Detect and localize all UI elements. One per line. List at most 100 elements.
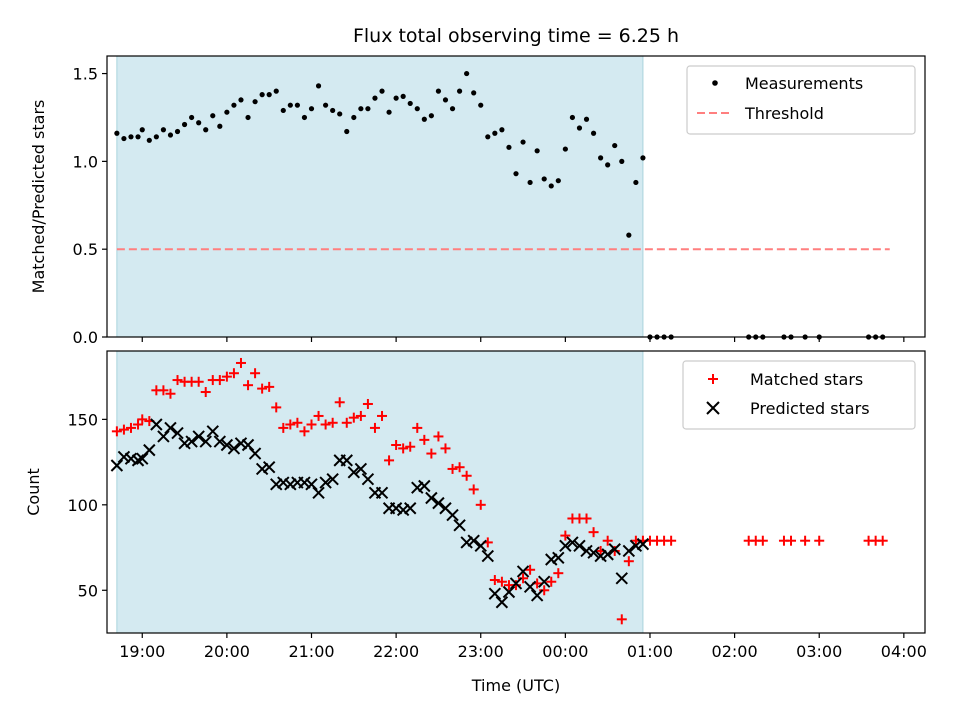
matched-stars-point: [426, 448, 437, 459]
measurement-point: [121, 135, 127, 142]
measurement-point: [414, 106, 420, 112]
measurement-point: [527, 179, 533, 186]
predicted-stars-point: [199, 435, 212, 448]
measurement-point: [294, 102, 300, 108]
measurement-point: [513, 171, 519, 177]
matched-stars-point: [468, 484, 479, 495]
predicted-stars-point: [185, 435, 198, 448]
matched-stars-point: [419, 434, 430, 445]
predicted-stars-point: [615, 572, 628, 585]
measurement-point: [576, 125, 583, 131]
legend-x-marker: [706, 401, 720, 415]
matched-stars-point: [369, 422, 380, 433]
measurement-point: [372, 95, 378, 101]
measurement-point: [534, 148, 540, 154]
matched-stars-point: [111, 426, 122, 437]
matched-stars-point: [814, 535, 825, 546]
measurement-point: [337, 111, 343, 117]
predicted-stars-point: [594, 549, 607, 563]
matched-stars-point: [320, 419, 331, 430]
bottom-legend-box: [682, 360, 916, 430]
matched-stars-point: [405, 441, 416, 452]
predicted-stars-layer: [110, 418, 650, 609]
measurement-point: [598, 155, 604, 161]
matched-stars-layer: [111, 357, 888, 625]
predicted-stars-point: [509, 577, 523, 590]
predicted-stars-point: [340, 454, 353, 467]
measurement-point: [196, 120, 202, 126]
matched-stars-point: [461, 470, 472, 481]
matched-stars-point: [475, 499, 486, 510]
matched-stars-point: [391, 440, 402, 450]
measurement-point: [386, 109, 392, 115]
measurement-point: [379, 88, 385, 94]
matched-stars-point: [264, 381, 275, 392]
top-panel-title: Flux total observing time = 6.25 h: [353, 25, 679, 47]
measurement-point: [442, 97, 449, 103]
predicted-stars-point: [601, 548, 614, 561]
measurement-point: [471, 90, 477, 96]
predicted-stars-point: [227, 442, 241, 455]
measurement-point: [231, 102, 237, 108]
matched-stars-point: [306, 419, 317, 430]
matched-stars-point: [800, 535, 811, 546]
bottom-panel-frame: [106, 350, 926, 634]
bottom-panel: Count Time (UTC) 19:00 20:00 21:00 22:00 23:…: [24, 350, 927, 695]
predicted-stars-point: [255, 462, 269, 476]
measurement-point: [153, 134, 159, 140]
y-tick-label-100: 100: [67, 496, 98, 515]
predicted-stars-point: [636, 537, 650, 551]
matched-stars-point: [384, 455, 395, 466]
measurement-point: [485, 134, 491, 140]
top-panel-shaded-interval: [116, 55, 644, 338]
predicted-stars-point: [284, 478, 297, 491]
y-tick-label-0-5: 0.5: [73, 240, 98, 259]
predicted-stars-point: [552, 551, 565, 565]
measurement-point: [562, 146, 568, 152]
predicted-stars-point: [530, 589, 544, 602]
matched-stars-point: [440, 443, 451, 454]
predicted-stars-point: [418, 479, 431, 493]
matched-stars-point: [334, 397, 345, 408]
x-tick-label-01-00: 01:00: [627, 642, 673, 661]
measurement-point: [569, 114, 576, 121]
y-tick-label-1-5: 1.5: [73, 65, 98, 84]
predicted-stars-point: [305, 478, 318, 491]
matched-stars-point: [327, 417, 338, 428]
predicted-stars-point: [171, 426, 184, 440]
measurement-point: [619, 158, 625, 164]
top-panel-frame: [106, 55, 926, 338]
predicted-stars-point: [545, 553, 558, 566]
measurement-point: [590, 130, 597, 136]
x-tick-label-19-00: 19:00: [119, 642, 165, 661]
top-panel: Flux total observing time = 6.25 h Match…: [29, 25, 926, 347]
measurement-point: [583, 116, 590, 122]
x-tick-label-20-00: 20:00: [204, 642, 250, 661]
predicted-stars-point: [136, 452, 149, 465]
legend-label-threshold: Threshold: [744, 104, 824, 123]
matched-stars-point: [235, 357, 246, 368]
matched-stars-point: [271, 402, 282, 413]
matched-stars-point: [118, 424, 129, 435]
matched-stars-point: [172, 375, 183, 386]
measurement-point: [456, 88, 463, 94]
measurement-point: [499, 127, 505, 133]
predicted-stars-point: [312, 486, 325, 500]
matched-stars-point: [221, 371, 232, 382]
measurement-point: [287, 102, 293, 108]
measurement-point: [280, 107, 286, 114]
measurement-point: [449, 106, 456, 112]
x-tick-label-02-00: 02:00: [712, 642, 758, 661]
predicted-stars-point: [117, 450, 131, 464]
legend-marker-predicted-stars: [706, 401, 720, 415]
measurement-point: [358, 106, 364, 112]
measurement-point: [555, 178, 561, 184]
measurement-point: [640, 155, 646, 161]
measurement-point: [421, 116, 427, 122]
measurement-point: [407, 100, 413, 107]
measurement-point: [428, 113, 434, 119]
measurement-point: [146, 137, 152, 143]
predicted-stars-point: [347, 466, 361, 479]
predicted-stars-point: [495, 596, 509, 609]
measurement-point: [344, 128, 350, 135]
